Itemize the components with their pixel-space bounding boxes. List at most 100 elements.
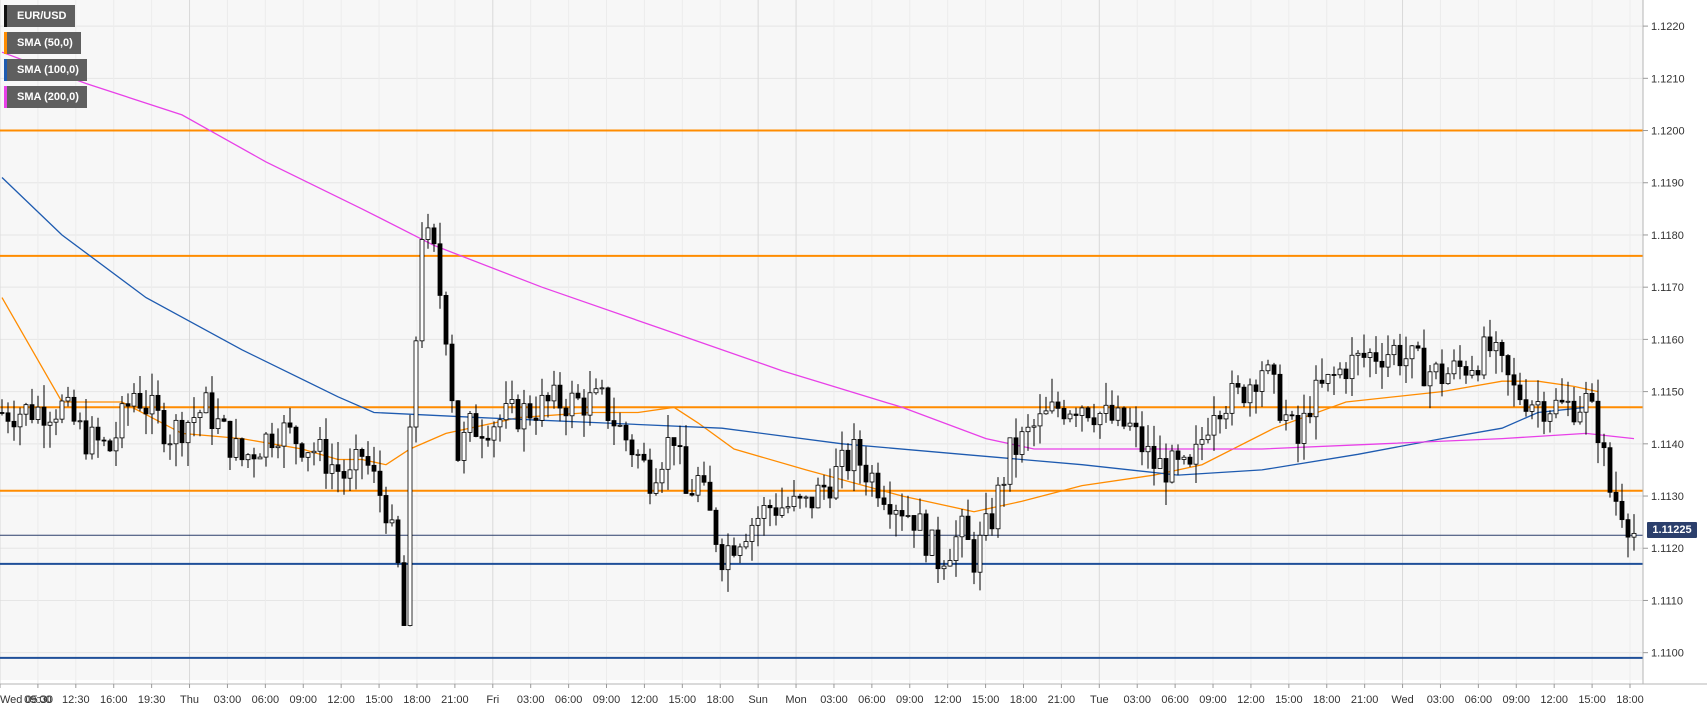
x-tick-label: 18:00 [403,694,431,706]
candle-body [437,243,443,296]
candle-body [731,545,737,556]
candle-body [329,464,335,474]
candle-body [41,406,47,426]
candle-body [245,454,251,461]
candle-body [1547,413,1553,422]
candle-body [209,392,215,429]
legend-swatch [4,86,7,108]
legend-item-sma100[interactable]: SMA (100,0) [4,59,87,81]
candle-body [323,439,329,474]
candle-body [1517,384,1523,401]
candle-body [491,426,497,441]
x-tick-label: 12:00 [1237,694,1265,706]
candle-body [461,431,467,461]
x-tick-label: 18:00 [1010,694,1038,706]
candle-body [95,426,101,441]
candle-body [1115,407,1121,421]
candle-body [1229,383,1235,414]
candle-body [1259,370,1265,392]
candle-body [773,507,779,516]
y-tick-label: 1.1130 [1651,491,1684,503]
candle-body [677,445,683,448]
legend-item-sma200[interactable]: SMA (200,0) [4,86,87,108]
candle-body [839,449,845,467]
candle-body [479,436,485,439]
candle-body [1529,404,1535,412]
candle-body [1457,360,1463,367]
y-tick-label: 1.1140 [1651,439,1684,451]
candle-body [1445,373,1451,385]
candle-body [1427,371,1433,387]
candle-body [713,509,719,545]
candle-body [227,420,233,458]
x-tick-label: 21:00 [441,694,469,706]
candle-body [293,426,299,445]
x-tick-label: 21:00 [1048,694,1076,706]
candle-body [221,418,227,422]
candle-body [1577,411,1583,423]
candle-body [1277,373,1283,421]
candle-body [0,412,5,414]
candle-body [1373,352,1379,362]
candle-body [1289,414,1295,417]
candle-body [179,419,185,444]
legend-label: SMA (200,0) [17,91,79,103]
candle-body [953,536,959,561]
candle-body [131,393,137,407]
candle-body [1337,368,1343,376]
horizontal-levels [0,129,1643,659]
candle-body [641,453,647,461]
candle-body [959,515,965,538]
candle-body [1559,399,1565,403]
candle-body [137,393,143,409]
candle-body [947,560,953,567]
candle-body [803,496,809,499]
candle-body [125,403,131,407]
candle-body [341,471,347,479]
candle-body [1625,519,1631,538]
candle-body [1121,407,1127,427]
x-tick-label: 19:30 [138,694,166,706]
candle-body [1217,415,1223,420]
candle-body [233,438,239,458]
candle-body [287,422,293,428]
candle-body [791,495,797,508]
candle-body [1499,342,1505,356]
candle-body [707,481,713,511]
candle-body [1085,407,1091,419]
candle-body [875,472,881,499]
candle-body [995,484,1001,530]
legend-item-eurusd[interactable]: EUR/USD [4,5,75,27]
candle-body [275,445,281,449]
y-tick-label: 1.1150 [1651,387,1684,399]
x-tick-label: 03:00 [1427,694,1455,706]
candle-body [881,497,887,505]
candle-body [809,496,815,509]
candle-body [911,515,917,531]
candle-body [1463,366,1469,376]
candle-body [47,421,53,426]
candle-body [395,519,401,564]
candle-body [173,419,179,445]
candle-body [749,524,755,542]
candle-body [1205,434,1211,441]
candle-body [311,450,317,454]
candle-body [593,388,599,394]
y-tick-label: 1.1210 [1651,73,1685,85]
candle-body [695,475,701,496]
x-tick-label: 12:00 [631,694,659,706]
candle-body [545,394,551,402]
candle-body [755,517,761,526]
candle-body [143,407,149,415]
x-tick-label: 06:00 [1465,694,1493,706]
candle-body [737,546,743,556]
x-tick-label: Sun [748,694,768,706]
candle-body [1091,417,1097,426]
candle-body [533,417,539,421]
candle-body [215,418,221,429]
legend-item-sma50[interactable]: SMA (50,0) [4,32,81,54]
candle-body [1037,413,1043,427]
x-tick-label: 12:00 [934,694,962,706]
candle-body [923,513,929,556]
candle-body [449,343,455,402]
